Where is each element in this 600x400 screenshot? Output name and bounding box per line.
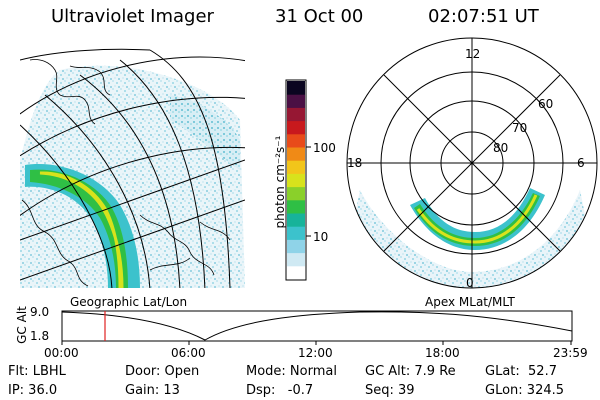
gc-axis-label: GC Alt	[15, 306, 29, 344]
colorbar-segment	[287, 120, 305, 135]
colorbar-unit-label: photon cm⁻²s⁻¹	[273, 135, 287, 229]
colorbar-segment	[287, 160, 305, 174]
info-gain: Gain: 13	[125, 383, 180, 398]
info-glat: GLat: 52.7	[485, 364, 557, 379]
colorbar	[285, 79, 311, 281]
left-projection-label: Geographic Lat/Lon	[70, 295, 188, 309]
colorbar-segment	[287, 239, 305, 254]
polar-lat-80: 80	[493, 141, 509, 155]
colorbar-segment	[287, 265, 305, 280]
gc-ytick-9: 9.0	[30, 305, 50, 319]
info-dsp: Dsp: -0.7	[246, 383, 314, 398]
colorbar-tick-100: 100	[313, 141, 336, 155]
colorbar-segment	[287, 226, 305, 240]
info-seq: Seq: 39	[365, 383, 415, 398]
geographic-map	[20, 45, 245, 288]
colorbar-segment	[287, 199, 305, 214]
info-glon: GLon: 324.5	[485, 383, 565, 398]
time-tick-2359: 23:59	[553, 346, 588, 360]
info-gcalt: GC Alt: 7.9 Re	[365, 364, 456, 379]
colorbar-segment	[287, 173, 305, 188]
polar-label-12: 12	[465, 47, 481, 61]
title: Ultraviolet Imager	[51, 6, 214, 27]
info-ip: IP: 36.0	[8, 383, 58, 398]
date: 31 Oct 00	[275, 6, 364, 27]
time-tick-0000: 00:00	[44, 346, 79, 360]
right-projection-label: Apex MLat/MLT	[425, 295, 515, 309]
polar-lat-70: 70	[512, 121, 528, 135]
time-tick-1800: 18:00	[425, 346, 460, 360]
gc-alt-plot	[61, 310, 573, 345]
colorbar-segment	[287, 186, 305, 201]
polar-label-18: 18	[347, 156, 363, 170]
time: 02:07:51 UT	[428, 6, 539, 27]
polar-plot	[346, 37, 598, 289]
colorbar-tick-10: 10	[313, 230, 329, 244]
gc-ytick-1_8: 1.8	[30, 329, 50, 343]
polar-lat-60: 60	[538, 97, 554, 111]
info-door: Door: Open	[125, 364, 200, 379]
colorbar-segment	[287, 94, 305, 108]
time-tick-0600: 06:00	[171, 346, 206, 360]
colorbar-segment	[287, 107, 305, 122]
polar-label-0: 0	[466, 276, 474, 290]
colorbar-segment	[287, 213, 305, 227]
polar-label-6: 6	[577, 156, 585, 170]
colorbar-segment	[287, 81, 305, 95]
info-flt: Flt: LBHL	[8, 364, 66, 379]
colorbar-segment	[287, 252, 305, 267]
info-mode: Mode: Normal	[246, 364, 337, 379]
time-tick-1200: 12:00	[298, 346, 333, 360]
colorbar-segment	[287, 147, 305, 161]
colorbar-segment	[287, 133, 305, 148]
